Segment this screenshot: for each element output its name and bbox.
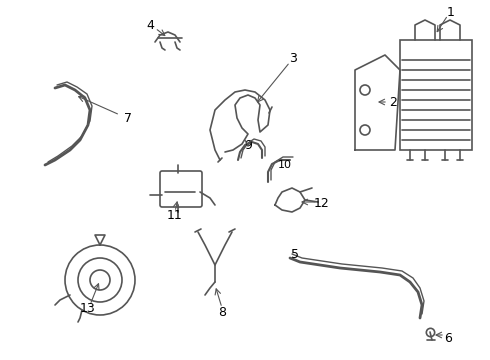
Text: 12: 12 (314, 197, 330, 210)
Text: 9: 9 (244, 139, 252, 152)
Text: 7: 7 (124, 112, 132, 125)
Text: 10: 10 (278, 160, 292, 170)
Text: 2: 2 (389, 95, 397, 108)
Text: 1: 1 (447, 5, 455, 18)
Text: 6: 6 (444, 332, 452, 345)
Text: 4: 4 (146, 18, 154, 32)
Text: 8: 8 (218, 306, 226, 319)
Text: 11: 11 (167, 208, 183, 221)
Text: 5: 5 (291, 248, 299, 261)
Text: 3: 3 (289, 51, 297, 64)
Text: 13: 13 (80, 302, 96, 315)
